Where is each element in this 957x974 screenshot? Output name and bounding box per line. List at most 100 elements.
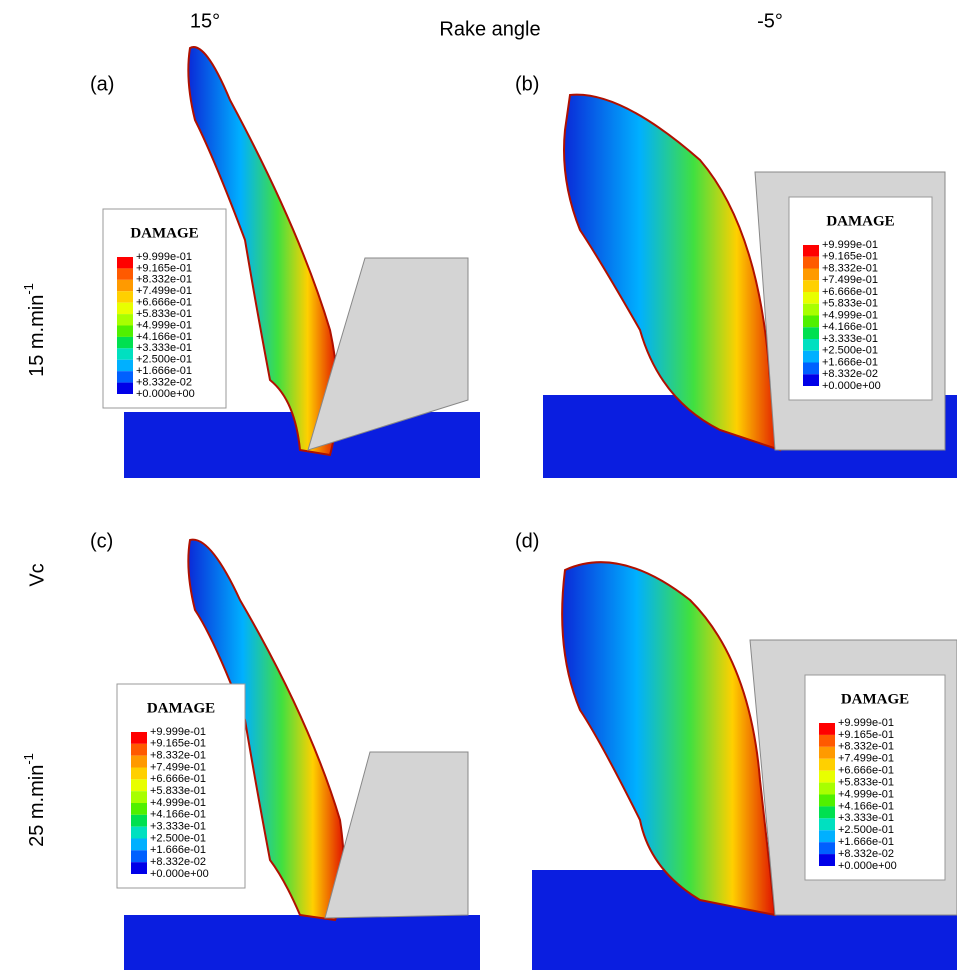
- legend-level: +6.666e-01: [150, 773, 206, 785]
- legend-level: +9.999e-01: [150, 726, 206, 738]
- tool: [324, 751, 469, 919]
- legend-title: DAMAGE: [841, 691, 909, 707]
- legend-level: +9.999e-01: [136, 251, 192, 263]
- legend-swatch: [819, 794, 835, 807]
- legend-level: +4.166e-01: [136, 331, 192, 343]
- legend-level: +2.500e-01: [136, 354, 192, 366]
- legend-level: +9.165e-01: [150, 738, 206, 750]
- panel: (d)DAMAGE+9.999e-01+9.165e-01+8.332e-01+…: [515, 530, 957, 970]
- legend-swatch: [117, 348, 133, 360]
- legend-swatch: [131, 767, 147, 780]
- legend-swatch: [803, 303, 819, 316]
- rake-left: 15°: [190, 10, 220, 32]
- legend-level: +8.332e-01: [822, 262, 878, 274]
- legend-swatch: [117, 268, 133, 280]
- legend-level: +9.165e-01: [136, 262, 192, 274]
- legend-level: +2.500e-01: [822, 345, 878, 357]
- legend-swatch: [131, 779, 147, 792]
- legend-level: +6.666e-01: [822, 286, 878, 298]
- legend-level: +3.333e-01: [822, 333, 878, 345]
- legend-swatch: [117, 382, 133, 394]
- legend-level: +4.999e-01: [150, 797, 206, 809]
- legend-level: +6.666e-01: [136, 297, 192, 309]
- legend-level: +2.500e-01: [150, 832, 206, 844]
- legend-level: +8.332e-01: [136, 274, 192, 286]
- legend-swatch: [819, 782, 835, 795]
- legend-swatch: [131, 755, 147, 768]
- legend-level: +4.999e-01: [136, 319, 192, 331]
- legend-swatch: [803, 245, 819, 257]
- legend-swatch: [131, 814, 147, 827]
- legend-level: +4.999e-01: [838, 788, 894, 800]
- legend-swatch: [117, 257, 133, 269]
- legend-level: +4.166e-01: [150, 809, 206, 821]
- legend-swatch: [819, 723, 835, 735]
- legend-level: +9.165e-01: [838, 729, 894, 741]
- legend-level: +8.332e-02: [838, 848, 894, 860]
- rake-right: -5°: [757, 10, 783, 32]
- legend-swatch: [117, 371, 133, 383]
- legend-swatch: [131, 850, 147, 863]
- legend-swatch: [117, 359, 133, 372]
- panel: (a) DAMAGE +9.999e-01+9.165e-01+8.332e-01 +…: [90, 46, 480, 478]
- legend-level: +5.833e-01: [822, 298, 878, 310]
- panel: (c) DAMAGE +9.999e-01+9.165e-01+8.332e-01 +…: [90, 530, 480, 970]
- legend-level: +5.833e-01: [150, 785, 206, 797]
- legend-level: +2.500e-01: [838, 824, 894, 836]
- legend-swatch: [803, 256, 819, 269]
- legend-level: +8.332e-01: [150, 750, 206, 762]
- legend-level: +4.999e-01: [822, 309, 878, 321]
- legend-swatch: [131, 826, 147, 839]
- legend-level: +0.000e+00: [822, 380, 881, 392]
- legend-swatch: [131, 743, 147, 756]
- legend-level: +1.666e-01: [822, 356, 878, 368]
- legend-level: +4.166e-01: [822, 321, 878, 333]
- panel-label: (a): [90, 73, 114, 95]
- legend-level: +9.999e-01: [838, 717, 894, 729]
- legend-swatch: [131, 803, 147, 815]
- legend-level: +3.333e-01: [838, 812, 894, 824]
- legend-level: +8.332e-01: [838, 741, 894, 753]
- legend-swatch: [803, 339, 819, 351]
- legend-swatch: [819, 842, 835, 855]
- panel: (b)DAMAGE+9.999e-01+9.165e-01+8.332e-01+…: [515, 73, 957, 478]
- legend-swatch: [131, 838, 147, 851]
- legend-swatch: [803, 374, 819, 386]
- legend-swatch: [819, 734, 835, 747]
- legend-swatch: [803, 268, 819, 281]
- legend-swatch: [819, 806, 835, 819]
- legend-title: DAMAGE: [147, 700, 215, 716]
- legend-title: DAMAGE: [826, 213, 894, 229]
- chip: [187, 46, 339, 457]
- row-text: 15 m.min-1: [21, 283, 48, 377]
- legend-level: +8.332e-02: [822, 368, 878, 380]
- panel-label: (c): [90, 530, 113, 552]
- chip: [563, 93, 782, 452]
- legend-level: +0.000e+00: [136, 388, 195, 400]
- workpiece: [124, 915, 480, 970]
- legend-level: +3.333e-01: [136, 342, 192, 354]
- legend-level: +9.999e-01: [822, 239, 878, 251]
- legend-level: +7.499e-01: [822, 274, 878, 286]
- legend-level: +6.666e-01: [838, 765, 894, 777]
- legend-level: +1.666e-01: [136, 365, 192, 377]
- legend-level: +9.165e-01: [822, 251, 878, 263]
- legend-swatch: [819, 770, 835, 783]
- legend-swatch: [803, 350, 819, 363]
- legend-swatch: [131, 791, 147, 803]
- legend-swatch: [803, 292, 819, 304]
- legend-swatch: [803, 362, 819, 375]
- legend-level: +1.666e-01: [150, 844, 206, 856]
- legend-title: DAMAGE: [130, 225, 198, 241]
- legend-swatch: [819, 830, 835, 843]
- legend-swatch: [803, 315, 819, 328]
- chip: [561, 561, 777, 917]
- row-text: 25 m.min-1: [21, 753, 48, 847]
- legend-swatch: [819, 818, 835, 831]
- legend-swatch: [117, 291, 133, 303]
- legend-swatch: [117, 279, 133, 292]
- legend-level: +5.833e-01: [838, 776, 894, 788]
- row-text: Vc: [26, 563, 48, 586]
- legend-level: +0.000e+00: [838, 860, 897, 872]
